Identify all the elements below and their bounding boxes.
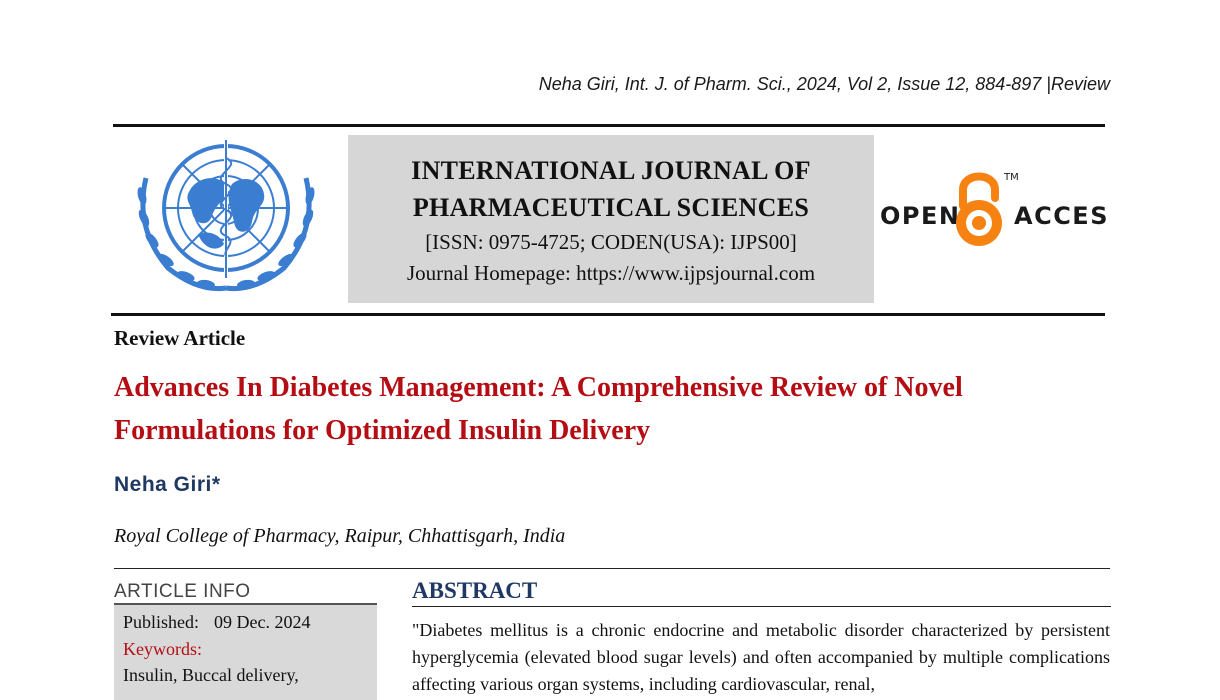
open-access-logo: OPEN TM ACCESS (880, 172, 1108, 246)
journal-issn: [ISSN: 0975-4725; CODEN(USA): IJPS00] (425, 230, 797, 254)
open-access-word-open: OPEN (880, 202, 960, 230)
paper-title: Advances In Diabetes Management: A Compr… (114, 372, 963, 446)
author-name: Neha Giri* (114, 473, 221, 496)
published-date: 09 Dec. 2024 (214, 612, 311, 632)
open-lock-icon (956, 172, 1002, 246)
keywords-label: Keywords: (123, 639, 202, 659)
author-affiliation: Royal College of Pharmacy, Raipur, Chhat… (114, 525, 566, 547)
open-access-word-access: ACCESS (1014, 202, 1108, 230)
journal-homepage: Journal Homepage: https://www.ijpsjourna… (406, 261, 816, 285)
article-info-box: Published: 09 Dec. 2024 Keywords: Insulin… (114, 605, 377, 700)
article-type: Review Article (114, 326, 246, 350)
journal-title-line-1: INTERNATIONAL JOURNAL OF (411, 156, 811, 185)
trademark-mark: TM (1003, 172, 1019, 183)
journal-title: INTERNATIONAL JOURNAL OF PHARMACEUTICAL … (348, 152, 874, 226)
abstract-rule (412, 606, 1111, 607)
journal-title-line-2: PHARMACEUTICAL SCIENCES (412, 193, 810, 222)
who-emblem-logo (137, 140, 315, 292)
abstract-heading: ABSTRACT (412, 578, 538, 603)
journal-header-box: INTERNATIONAL JOURNAL OF PHARMACEUTICAL … (348, 135, 874, 303)
header-top-rule (113, 124, 1105, 127)
published-label: Published: (123, 612, 200, 632)
abstract-text: "Diabetes mellitus is a chronic endocrin… (412, 620, 1110, 694)
article-info-rule (114, 603, 377, 605)
citation-header: Neha Giri, Int. J. of Pharm. Sci., 2024,… (538, 74, 1110, 94)
header-bottom-rule (111, 313, 1105, 316)
article-info-heading: ARTICLE INFO (114, 581, 251, 602)
published-line: Published: 09 Dec. 2024 (123, 612, 311, 633)
section-divider (114, 568, 1110, 569)
keywords-list: Insulin, Buccal delivery, (123, 665, 299, 685)
